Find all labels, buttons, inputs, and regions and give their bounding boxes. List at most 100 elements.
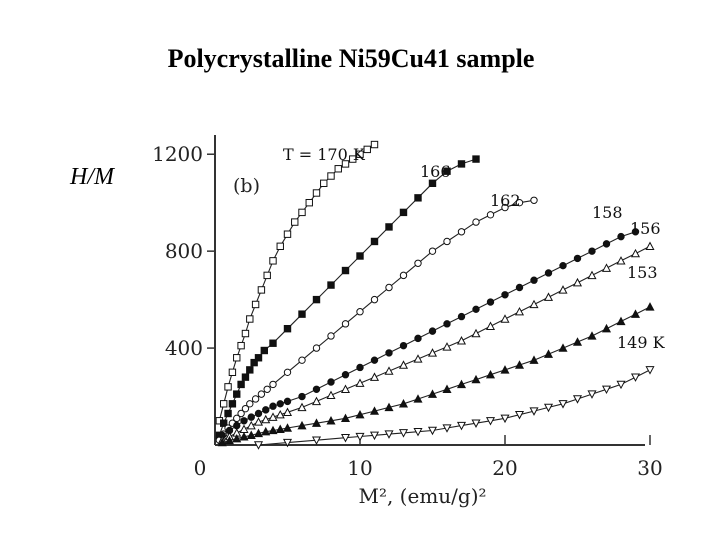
data-point <box>587 331 597 340</box>
data-point <box>370 237 379 246</box>
data-point <box>326 390 336 400</box>
data-point <box>257 286 266 294</box>
data-point <box>530 196 538 204</box>
data-point <box>472 155 480 163</box>
data-point <box>645 241 655 251</box>
data-point <box>327 332 335 340</box>
series-label: 158 <box>592 203 623 222</box>
data-point <box>398 360 409 369</box>
series-label: 153 <box>627 263 658 282</box>
data-point <box>224 435 235 445</box>
data-point <box>239 424 249 433</box>
data-point <box>471 419 481 428</box>
data-point <box>253 417 264 426</box>
data-point <box>384 366 394 375</box>
data-point <box>485 417 496 426</box>
data-point <box>384 430 394 439</box>
data-point <box>291 218 299 226</box>
data-point <box>385 223 393 231</box>
data-point <box>326 416 336 425</box>
data-point <box>543 349 554 358</box>
data-point <box>246 366 254 374</box>
data-point <box>442 342 452 351</box>
data-point <box>282 438 293 448</box>
y-tick-label: 800 <box>165 239 203 263</box>
data-point <box>355 378 365 387</box>
data-point <box>356 363 364 372</box>
data-point <box>341 266 350 275</box>
data-point <box>254 409 263 418</box>
data-point <box>240 417 248 425</box>
data-point <box>263 385 271 393</box>
data-point <box>443 167 451 175</box>
data-point <box>427 348 438 357</box>
data-point <box>500 414 510 424</box>
data-point <box>237 341 245 350</box>
data-point <box>500 314 510 323</box>
data-point <box>413 354 423 363</box>
data-point <box>414 259 422 267</box>
data-point <box>283 324 292 333</box>
data-point <box>261 426 271 436</box>
data-point <box>276 242 284 251</box>
data-point <box>334 165 342 173</box>
data-point <box>356 150 364 158</box>
data-point <box>543 292 554 301</box>
data-point <box>514 360 525 369</box>
data-point <box>356 308 364 316</box>
data-point <box>457 160 466 168</box>
data-point <box>500 365 510 374</box>
data-point <box>298 392 306 401</box>
data-point <box>341 371 350 379</box>
data-point <box>312 295 321 304</box>
data-point <box>282 423 293 432</box>
data-point <box>631 228 640 236</box>
data-point <box>370 295 379 304</box>
data-point <box>457 312 466 321</box>
data-point <box>587 390 597 399</box>
data-point <box>428 247 437 255</box>
data-point <box>398 399 409 408</box>
data-point <box>442 424 452 433</box>
data-point <box>413 427 423 437</box>
data-point <box>558 343 568 352</box>
data-point <box>486 211 495 219</box>
data-point <box>543 403 554 413</box>
x-tick-label: 30 <box>637 456 662 480</box>
data-point <box>282 407 293 416</box>
data-point <box>239 432 249 441</box>
data-point <box>356 252 364 260</box>
x-tick-label: 20 <box>492 456 517 480</box>
data-point <box>237 409 245 418</box>
data-point <box>630 248 641 258</box>
data-point <box>456 379 467 389</box>
data-point <box>340 384 351 393</box>
data-point <box>233 421 241 430</box>
data-point <box>398 429 409 438</box>
data-point <box>311 418 322 427</box>
x-tick-label: 10 <box>347 456 372 480</box>
data-point <box>237 380 245 389</box>
series-line <box>218 199 535 441</box>
data-point <box>456 336 467 345</box>
data-point <box>257 390 266 398</box>
data-point <box>515 198 524 207</box>
data-point <box>558 285 568 294</box>
data-point <box>515 283 524 292</box>
panel-label: (b) <box>233 175 260 197</box>
data-point <box>587 270 597 280</box>
data-point <box>261 414 271 424</box>
data-point <box>414 194 422 202</box>
data-point <box>544 269 553 277</box>
data-point <box>283 397 292 406</box>
data-point <box>456 421 467 431</box>
data-point <box>616 380 626 390</box>
series-label: 166 <box>420 162 451 181</box>
data-point <box>427 389 438 398</box>
data-point <box>370 140 379 149</box>
data-point <box>514 411 525 420</box>
data-point <box>572 337 583 346</box>
data-point <box>457 228 466 236</box>
data-point <box>472 305 480 314</box>
data-point <box>276 400 284 408</box>
